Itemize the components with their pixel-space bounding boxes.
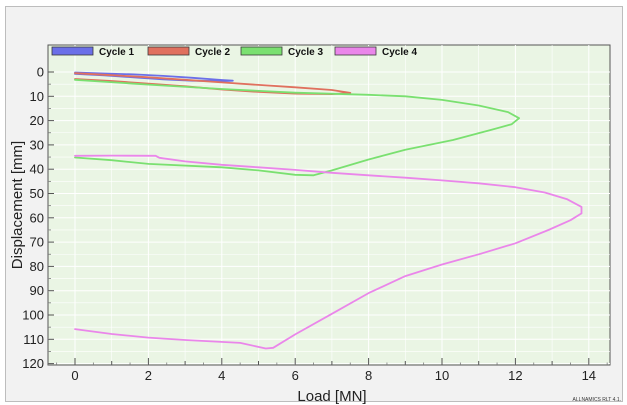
y-tick-label: 50 xyxy=(30,186,44,201)
y-tick-label: 40 xyxy=(30,162,44,177)
legend-swatch xyxy=(51,46,94,56)
x-axis-title: Load [MN] xyxy=(297,388,366,405)
x-tick-label: 4 xyxy=(218,368,225,383)
y-tick-label: 90 xyxy=(30,283,44,298)
series-line-cycle-4 xyxy=(74,154,583,350)
y-tick-label: 100 xyxy=(22,308,44,323)
legend-swatch xyxy=(240,46,283,56)
x-tick-label: 0 xyxy=(71,368,78,383)
series-layer xyxy=(74,71,583,350)
legend-swatch xyxy=(334,46,377,56)
legend-label: Cycle 1 xyxy=(99,47,134,58)
grid xyxy=(48,45,610,365)
x-tick-label: 14 xyxy=(582,368,596,383)
y-tick-label: 60 xyxy=(30,210,44,225)
y-tick-label: 110 xyxy=(23,332,44,347)
footer-text: ALLNAMICS RLT 4.1. xyxy=(573,397,621,403)
y-axis-title: Displacement [mm] xyxy=(9,141,26,269)
axis-ticks: 0 2 4 6 8 10 12 14 0 10 20 30 40 50 60 70 80 90 100 110 120 xyxy=(22,65,608,383)
legend-label: Cycle 3 xyxy=(288,47,323,58)
plot-area xyxy=(47,44,611,366)
y-tick-label: 80 xyxy=(30,259,44,274)
y-tick-label: 20 xyxy=(30,113,44,128)
series-line-cycle-3 xyxy=(74,78,520,177)
y-tick-label: 30 xyxy=(30,137,44,152)
x-tick-label: 6 xyxy=(292,368,299,383)
y-tick-label: 0 xyxy=(37,65,44,80)
x-tick-label: 12 xyxy=(508,368,522,383)
y-tick-label: 70 xyxy=(30,235,44,250)
x-tick-label: 8 xyxy=(365,368,372,383)
x-tick-label: 2 xyxy=(145,368,152,383)
y-tick-label: 10 xyxy=(30,89,44,104)
legend-label: Cycle 4 xyxy=(382,47,417,58)
legend-swatch xyxy=(147,46,190,56)
x-tick-label: 10 xyxy=(435,368,449,383)
y-tick-label: 120 xyxy=(22,356,44,371)
legend: Cycle 1 Cycle 2 Cycle 3 Cycle 4 xyxy=(51,46,417,58)
legend-label: Cycle 2 xyxy=(195,47,230,58)
